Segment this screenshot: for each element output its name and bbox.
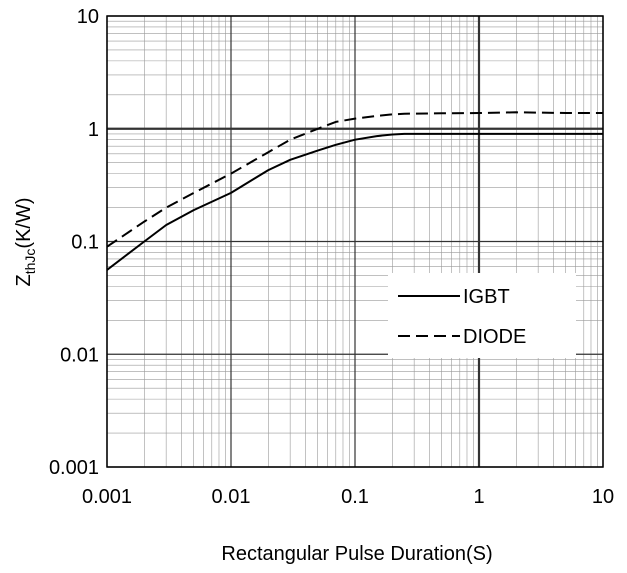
legend-label-igbt: IGBT	[463, 286, 510, 308]
x-tick-labels: 0.001 0.01 0.1 1 10	[82, 486, 614, 508]
y-tick-label: 0.001	[49, 457, 99, 479]
series-line-igbt	[106, 132, 603, 271]
x-tick-label: 0.01	[212, 486, 251, 508]
y-axis-label-main: Z	[13, 274, 35, 286]
y-tick-label: 10	[77, 6, 99, 28]
series-layer	[106, 111, 603, 271]
legend: IGBT DIODE	[388, 273, 576, 358]
y-tick-label: 0.1	[71, 232, 99, 254]
y-axis-label: ZthJc(K/W)	[13, 198, 38, 287]
x-tick-label: 1	[473, 486, 484, 508]
y-tick-labels: 0.001 0.01 0.1 1 10	[49, 6, 99, 479]
legend-label-diode: DIODE	[463, 326, 526, 348]
x-tick-label: 10	[592, 486, 614, 508]
y-axis-label-rest: (K/W)	[13, 198, 35, 249]
grid	[106, 15, 604, 468]
legend-box	[388, 273, 576, 358]
x-tick-label: 0.1	[341, 486, 369, 508]
y-tick-label: 0.01	[60, 344, 99, 366]
y-axis-label-sub: thJc	[22, 249, 38, 275]
series-line-diode	[106, 111, 603, 248]
y-tick-label: 1	[88, 119, 99, 141]
x-tick-label: 0.001	[82, 486, 132, 508]
plot-frame	[106, 15, 604, 468]
x-axis-label: Rectangular Pulse Duration(S)	[221, 543, 492, 565]
